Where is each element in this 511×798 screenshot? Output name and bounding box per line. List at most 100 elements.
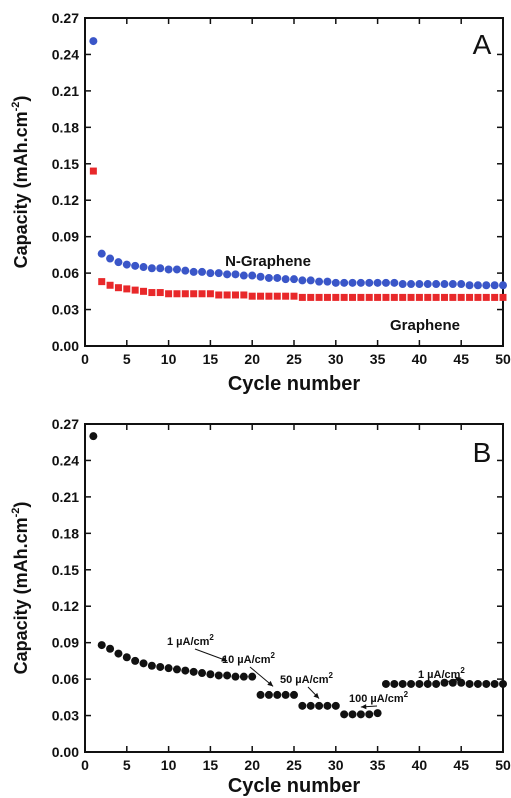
n-graphene-point xyxy=(306,276,315,285)
n-graphene-point xyxy=(256,272,265,281)
graphene-point xyxy=(89,167,97,175)
panel-a-x-tick-label: 50 xyxy=(495,351,511,367)
n-graphene-point xyxy=(264,273,273,282)
n-graphene-point xyxy=(457,280,466,289)
n-graphene-point xyxy=(156,264,165,273)
capacity-point xyxy=(423,679,432,688)
graphene-point xyxy=(315,293,323,301)
graphene-point xyxy=(206,290,214,298)
panel-b-chart: B 0.000.030.060.090.120.150.180.210.240.… xyxy=(10,416,511,797)
panel-a-y-axis-title-end: ) xyxy=(11,96,31,102)
panel-b-x-ticks: 0 5 10 15 20 25 30 35 40 45 50 xyxy=(81,424,511,773)
capacity-point xyxy=(356,710,365,719)
panel-b-y-tick-label: 0.00 xyxy=(52,744,79,760)
panel-b-y-tick-label: 0.15 xyxy=(52,562,79,578)
panel-a-x-tick-label: 40 xyxy=(412,351,428,367)
panel-a-y-tick-label: 0.12 xyxy=(52,192,79,208)
n-graphene-point xyxy=(440,280,449,289)
rate-annotation-arrowhead xyxy=(267,680,274,687)
graphene-point xyxy=(257,292,265,300)
capacity-point xyxy=(97,641,106,650)
graphene-point xyxy=(424,293,432,301)
capacity-point xyxy=(147,661,156,670)
panel-b-x-tick-label: 10 xyxy=(161,757,177,773)
rate-annotation-label: 1 µA/cm2 xyxy=(418,666,465,681)
graphene-point xyxy=(173,290,181,298)
n-graphene-point xyxy=(323,277,332,286)
capacity-point xyxy=(239,672,248,681)
capacity-point xyxy=(89,432,98,441)
n-graphene-point xyxy=(448,280,457,289)
capacity-point xyxy=(164,664,173,673)
graphene-point xyxy=(131,286,139,294)
panel-a-y-tick-label: 0.15 xyxy=(52,156,79,172)
capacity-point xyxy=(323,701,332,710)
graphene-point xyxy=(282,292,290,300)
graphene-point xyxy=(466,293,474,301)
n-graphene-point xyxy=(206,269,215,278)
panel-b-x-tick-label: 45 xyxy=(453,757,469,773)
panel-b-x-tick-label: 20 xyxy=(244,757,260,773)
capacity-point xyxy=(281,690,290,699)
capacity-point xyxy=(457,678,466,687)
rate-annotation-arrowhead xyxy=(313,692,320,699)
capacity-point xyxy=(290,690,298,699)
capacity-point xyxy=(473,679,482,688)
capacity-point xyxy=(189,667,198,676)
n-graphene-point xyxy=(114,258,123,267)
panel-b-y-axis-title-main: Capacity (mAh.cm xyxy=(11,517,31,674)
panel-b-x-tick-label: 25 xyxy=(286,757,302,773)
graphene-point xyxy=(457,293,465,301)
panel-b-y-tick-label: 0.24 xyxy=(52,452,79,468)
rate-annotation-arrow xyxy=(194,648,228,662)
capacity-point xyxy=(198,669,207,678)
panel-a-y-tick-label: 0.21 xyxy=(52,83,79,99)
graphene-point xyxy=(415,293,423,301)
n-graphene-point xyxy=(482,281,491,290)
graphene-point xyxy=(332,293,340,301)
capacity-point xyxy=(248,672,257,681)
capacity-point xyxy=(223,671,232,680)
n-graphene-point xyxy=(147,264,156,273)
n-graphene-point xyxy=(290,275,298,284)
panel-b-y-axis-title-sup: -2 xyxy=(10,508,22,518)
graphene-point xyxy=(98,278,106,286)
graphene-point xyxy=(190,290,198,298)
panel-b-x-tick-label: 40 xyxy=(412,757,428,773)
panel-a-y-axis-title: Capacity (mAh.cm-2) xyxy=(10,96,31,269)
panel-a-x-tick-label: 25 xyxy=(286,351,302,367)
graphene-point xyxy=(374,293,382,301)
capacity-point xyxy=(490,679,499,688)
capacity-point xyxy=(206,670,215,679)
panel-a-x-axis-title: Cycle number xyxy=(228,373,360,395)
panel-b-x-tick-label: 30 xyxy=(328,757,344,773)
n-graphene-point xyxy=(365,278,374,287)
panel-a-x-tick-label: 10 xyxy=(161,351,177,367)
panel-b-y-axis-title-end: ) xyxy=(11,502,31,508)
graphene-point xyxy=(265,292,273,300)
capacity-point xyxy=(415,679,424,688)
capacity-point xyxy=(482,679,491,688)
n-graphene-point xyxy=(356,278,365,287)
capacity-point xyxy=(298,701,307,710)
panel-b-y-tick-label: 0.21 xyxy=(52,489,79,505)
capacity-point xyxy=(340,710,349,719)
panel-b-x-tick-label: 5 xyxy=(123,757,131,773)
capacity-point xyxy=(315,701,324,710)
capacity-point xyxy=(432,679,441,688)
n-graphene-point xyxy=(490,281,499,290)
graphene-point xyxy=(499,293,507,301)
n-graphene-point xyxy=(465,281,474,290)
capacity-point xyxy=(273,690,282,699)
panel-a-y-tick-label: 0.18 xyxy=(52,119,79,135)
n-graphene-point xyxy=(331,278,340,287)
n-graphene-point xyxy=(315,277,324,286)
rate-annotation-arrowhead xyxy=(221,656,228,662)
n-graphene-point xyxy=(398,280,407,289)
panel-a-y-tick-label: 0.00 xyxy=(52,338,79,354)
panel-b-y-tick-label: 0.03 xyxy=(52,708,79,724)
capacity-point xyxy=(231,672,240,681)
panel-b-y-tick-label: 0.09 xyxy=(52,635,79,651)
panel-b-y-tick-label: 0.12 xyxy=(52,598,79,614)
